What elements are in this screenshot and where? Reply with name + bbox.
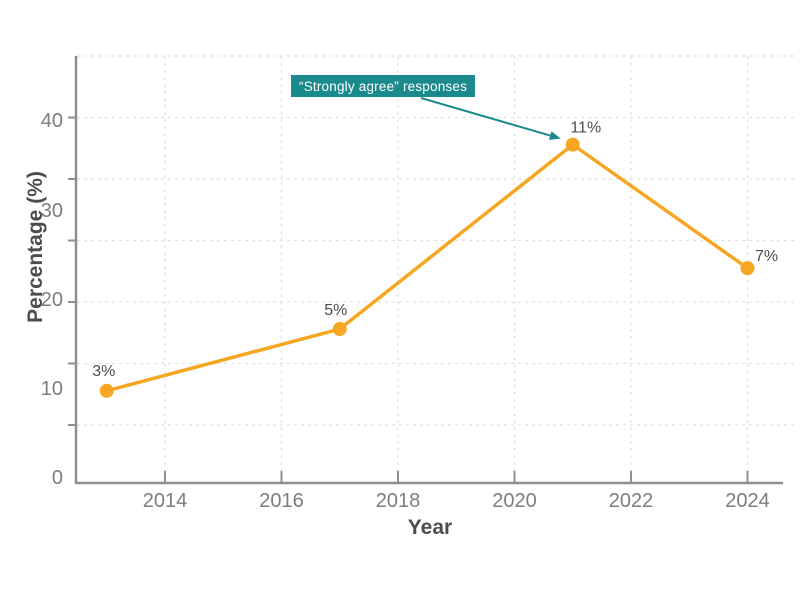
- annotation-arrow: [420, 97, 561, 140]
- y-tick-label: 30: [41, 200, 63, 222]
- series-line: [106, 142, 749, 393]
- arrow-head: [548, 131, 561, 140]
- y-tick-label: 40: [41, 110, 63, 132]
- data-point-label: 5%: [324, 302, 347, 319]
- axis-tick-labels: 0 10 20 30 40 2014 2016 2018 2020 2022 2024: [41, 110, 770, 512]
- data-point: [740, 261, 755, 276]
- gridlines: [77, 55, 795, 483]
- x-tick-label: 2020: [492, 490, 537, 512]
- data-point-label: 7%: [755, 248, 778, 265]
- y-tick-label: 20: [41, 289, 63, 311]
- axis-ticks: [68, 116, 749, 483]
- x-tick-label: 2024: [725, 490, 770, 512]
- x-tick-label: 2018: [376, 490, 421, 512]
- data-point: [332, 322, 347, 337]
- data-series: [99, 137, 755, 398]
- x-axis-title: Year: [408, 516, 452, 539]
- data-point: [99, 383, 114, 398]
- data-point-labels: 3% 5% 11% 7%: [92, 120, 778, 380]
- y-tick-label: 10: [41, 378, 63, 400]
- data-point: [565, 137, 580, 152]
- annotation-callout: “Strongly agree” responses: [291, 75, 476, 97]
- y-axis-title: Percentage (%): [24, 171, 47, 323]
- data-point-label: 11%: [570, 120, 601, 137]
- axes-spines: [74, 56, 783, 485]
- data-point-label: 3%: [92, 363, 115, 380]
- x-tick-label: 2014: [143, 490, 188, 512]
- x-tick-label: 2016: [259, 490, 304, 512]
- y-tick-label: 0: [52, 467, 63, 489]
- arrow-shaft: [420, 97, 551, 137]
- x-tick-label: 2022: [609, 490, 654, 512]
